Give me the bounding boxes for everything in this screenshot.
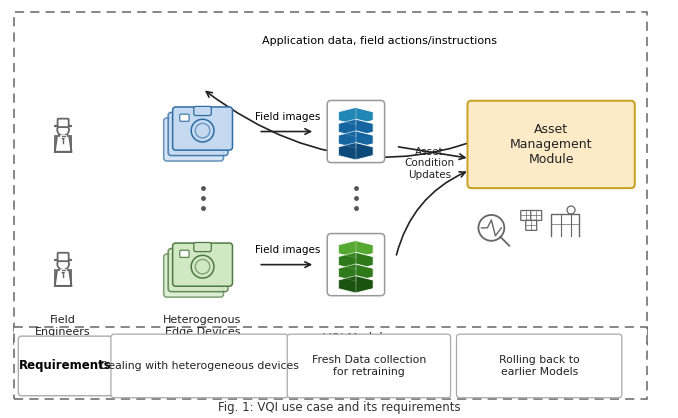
Polygon shape <box>338 264 356 281</box>
FancyBboxPatch shape <box>163 118 224 161</box>
Text: Heterogenous
Edge Devices: Heterogenous Edge Devices <box>163 315 242 337</box>
Polygon shape <box>338 252 373 270</box>
Polygon shape <box>55 136 71 152</box>
Text: Rolling back to
earlier Models: Rolling back to earlier Models <box>499 355 580 377</box>
FancyBboxPatch shape <box>327 100 384 163</box>
FancyBboxPatch shape <box>194 107 212 115</box>
FancyBboxPatch shape <box>467 101 635 188</box>
Text: Asset
Condition
Updates: Asset Condition Updates <box>405 147 455 180</box>
FancyBboxPatch shape <box>173 243 233 286</box>
Polygon shape <box>338 131 356 148</box>
Polygon shape <box>338 241 373 258</box>
FancyBboxPatch shape <box>163 254 224 297</box>
FancyBboxPatch shape <box>58 119 68 127</box>
Polygon shape <box>338 107 373 125</box>
Polygon shape <box>338 143 356 160</box>
Polygon shape <box>338 107 356 125</box>
FancyBboxPatch shape <box>180 250 189 257</box>
Text: Requirements: Requirements <box>19 359 111 372</box>
FancyBboxPatch shape <box>525 220 537 230</box>
Text: Fig. 1: VQI use case and its requirements: Fig. 1: VQI use case and its requirement… <box>218 401 460 414</box>
Polygon shape <box>55 270 71 286</box>
Polygon shape <box>338 276 356 293</box>
Polygon shape <box>338 143 373 160</box>
Text: Field images: Field images <box>254 112 320 122</box>
FancyBboxPatch shape <box>168 249 228 292</box>
Text: VQI Models: VQI Models <box>323 331 389 344</box>
Bar <box>14 12 647 345</box>
Polygon shape <box>338 131 373 148</box>
Text: Asset
Management
Module: Asset Management Module <box>510 123 593 166</box>
FancyBboxPatch shape <box>531 211 542 220</box>
Bar <box>14 327 647 399</box>
Polygon shape <box>338 252 356 270</box>
Text: Dealing with heterogeneous devices: Dealing with heterogeneous devices <box>100 361 299 371</box>
Text: Fresh Data collection
for retraining: Fresh Data collection for retraining <box>312 355 426 377</box>
Text: Application data, field actions/instructions: Application data, field actions/instruct… <box>262 36 498 46</box>
FancyBboxPatch shape <box>58 253 68 261</box>
FancyBboxPatch shape <box>287 334 451 398</box>
Polygon shape <box>338 119 373 136</box>
FancyBboxPatch shape <box>194 242 212 252</box>
FancyBboxPatch shape <box>168 112 228 155</box>
Polygon shape <box>338 241 356 258</box>
Polygon shape <box>338 276 373 293</box>
Polygon shape <box>338 264 373 281</box>
FancyBboxPatch shape <box>456 334 622 398</box>
FancyBboxPatch shape <box>111 334 288 398</box>
Text: Field
Engineers: Field Engineers <box>35 315 91 337</box>
Text: Field images: Field images <box>254 245 320 255</box>
FancyBboxPatch shape <box>521 211 532 220</box>
Polygon shape <box>338 119 356 136</box>
FancyBboxPatch shape <box>173 107 233 150</box>
FancyBboxPatch shape <box>327 234 384 296</box>
FancyBboxPatch shape <box>180 114 189 121</box>
FancyBboxPatch shape <box>18 336 112 396</box>
